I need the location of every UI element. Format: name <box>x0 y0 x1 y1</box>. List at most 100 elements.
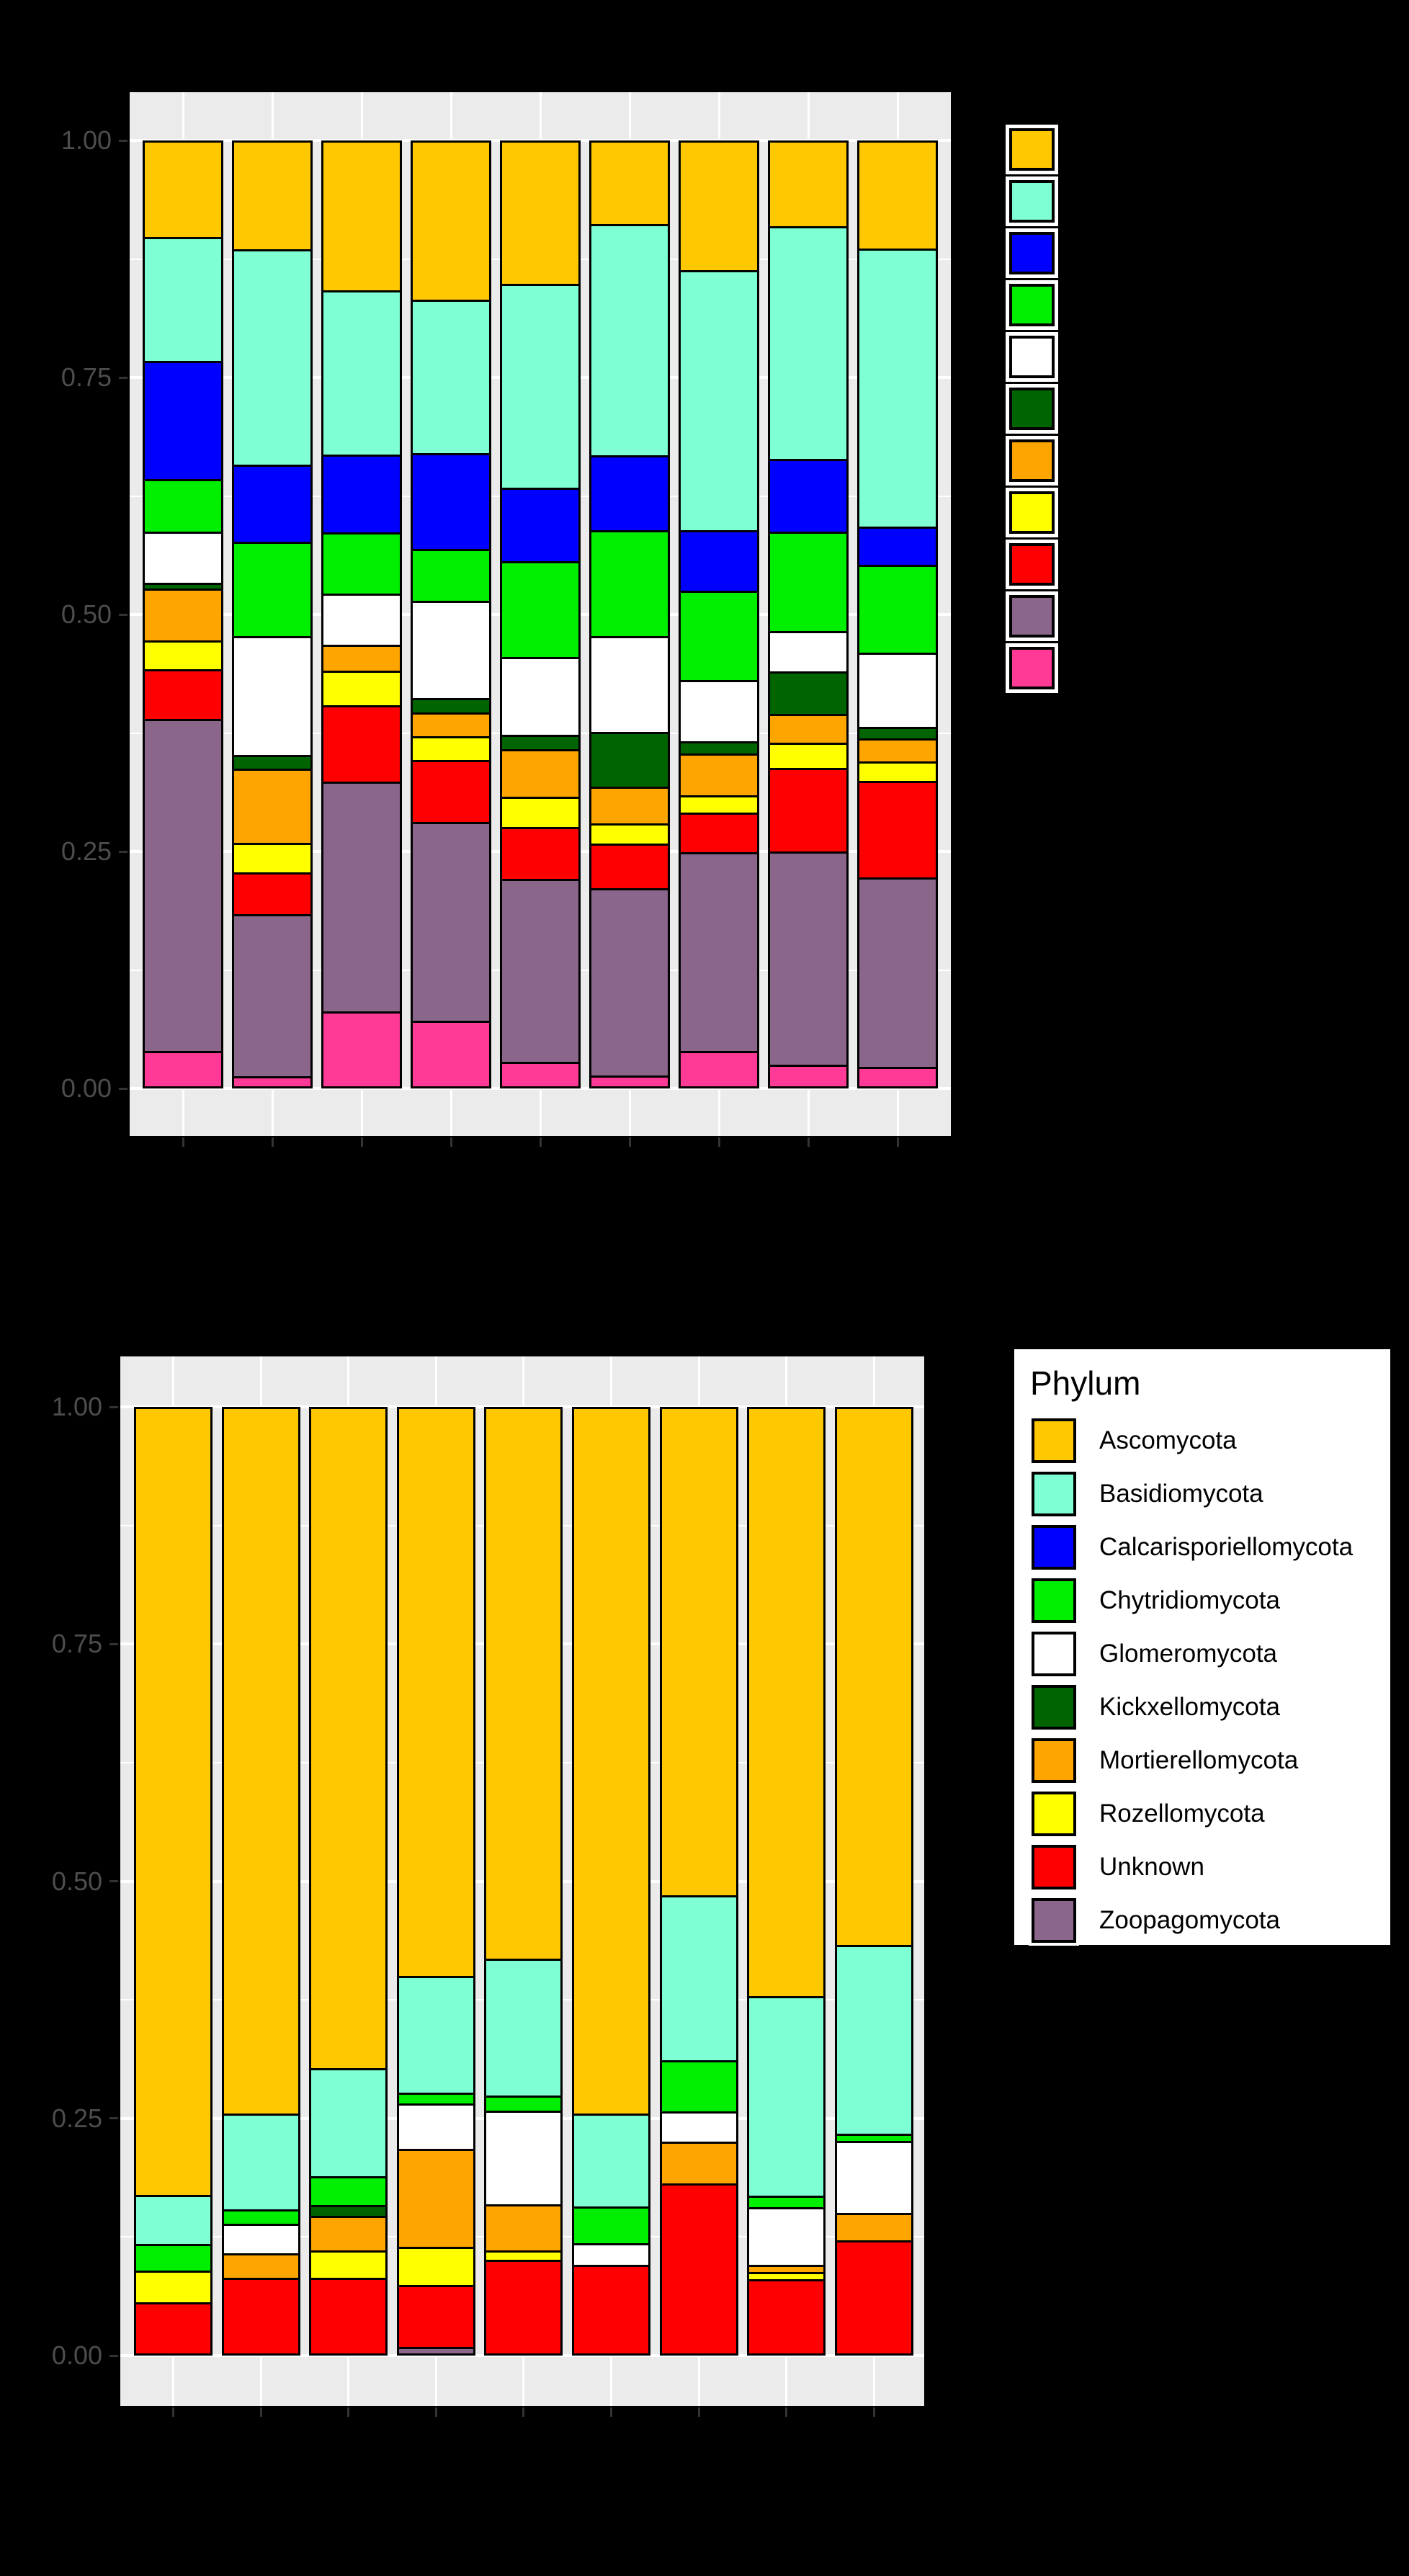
legend-key-Unknown <box>1029 1842 1079 1892</box>
stacked-bar <box>679 140 759 1088</box>
bar-segment-Zoopagomycota <box>413 824 489 1023</box>
legend-label: Glomeromycota <box>1099 1640 1278 1668</box>
y-major-gridline <box>120 2354 924 2357</box>
legend-label: Mortierellomycota <box>1099 1746 1299 1774</box>
bar-segment-Basidiomycota <box>836 1946 911 2137</box>
x-axis-tick <box>628 1137 631 1147</box>
bar-segment-Chytridiomycota <box>859 566 936 655</box>
legend-item-Zoopagomycota: Zoopagomycota <box>1029 1895 1390 1946</box>
x-axis-tick <box>697 2407 700 2417</box>
bar-segment-Mortierellomycota <box>591 789 668 826</box>
bar-segment-Mortierellomycota <box>486 2206 561 2253</box>
legend-key-Unlabeled-pink <box>1006 643 1058 693</box>
bar-segment-Basidiomycota <box>413 301 489 455</box>
bar-segment-Rozellomycota <box>323 673 400 708</box>
x-axis-tick <box>347 2407 350 2417</box>
stacked-bar <box>411 140 491 1088</box>
bar-segment-Ascomycota <box>681 143 757 272</box>
chytridiomycota-swatch <box>1032 1578 1076 1623</box>
legend-item-Basidiomycota: Basidiomycota <box>1029 1469 1390 1519</box>
stacked-bar <box>221 1407 300 2356</box>
stacked-bar <box>500 140 581 1088</box>
bar-segment-Chytridiomycota <box>136 2246 210 2273</box>
bar-segment-Basidiomycota <box>398 1977 473 2095</box>
bar-segment-Ascomycota <box>661 1409 736 1898</box>
legend-key-Chytridiomycota <box>1029 1575 1079 1626</box>
bar-segment-Rozellomycota <box>859 763 936 784</box>
legend-item-Glomeromycota: Glomeromycota <box>1029 1629 1390 1679</box>
x-axis-tick <box>182 1137 184 1147</box>
bar-segment-Unlabeled-pink <box>591 1078 668 1086</box>
bar-segment-Basidiomycota <box>574 2116 648 2209</box>
bar-segment-Unknown <box>591 846 668 891</box>
bar-segment-Ascomycota <box>574 1409 648 2116</box>
bar-segment-Unknown <box>413 761 489 825</box>
stacked-bar <box>232 140 313 1088</box>
x-axis-tick <box>717 1137 720 1147</box>
y-axis-label: 1.00 <box>61 125 112 155</box>
bar-segment-Basidiomycota <box>234 251 310 468</box>
kickxellomycota-swatch <box>1032 1685 1076 1730</box>
bar-segment-Mortierellomycota <box>661 2144 736 2186</box>
y-axis-tick <box>119 376 128 379</box>
bar-segment-Glomeromycota <box>661 2114 736 2145</box>
bar-segment-Glomeromycota <box>323 596 400 648</box>
bar-segment-Chytridiomycota <box>591 532 668 638</box>
bar-segment-Basidiomycota <box>661 1897 736 2062</box>
legend-key-Glomeromycota <box>1029 1629 1079 1679</box>
bar-segment-Chytridiomycota <box>323 535 400 596</box>
bar-segment-Ascomycota <box>398 1409 473 1978</box>
bar-segment-Mortierellomycota <box>502 751 578 799</box>
bar-segment-Basidiomycota <box>136 2197 210 2247</box>
bar-segment-Zoopagomycota <box>681 854 757 1053</box>
bar-segment-Kickxellomycota <box>770 673 846 717</box>
top-chart-panel <box>130 92 951 1136</box>
legend-key-Calcarisporiellomycota <box>1006 228 1058 278</box>
stacked-bar <box>321 140 402 1088</box>
bar-segment-Glomeromycota <box>681 682 757 744</box>
bar-segment-Unlabeled-pink <box>681 1052 757 1087</box>
bar-segment-Rozellomycota <box>136 2272 210 2305</box>
y-axis-tick <box>109 2354 118 2357</box>
legend-label: Kickxellomycota <box>1099 1693 1280 1721</box>
rozellomycota-swatch <box>1009 491 1055 534</box>
bar-segment-Chytridiomycota <box>234 543 310 638</box>
bar-segment-Calcarisporiellomycota <box>145 362 221 481</box>
bar-segment-Kickxellomycota <box>311 2207 386 2218</box>
bar-segment-Zoopagomycota <box>859 879 936 1069</box>
legend-item-Chytridiomycota: Chytridiomycota <box>1029 1575 1390 1626</box>
bar-segment-Chytridiomycota <box>770 533 846 634</box>
bar-segment-Ascomycota <box>136 1409 210 2198</box>
bar-segment-Glomeromycota <box>223 2225 298 2255</box>
y-axis-tick <box>109 1405 118 1408</box>
stacked-bar <box>134 1407 213 2356</box>
x-axis-tick <box>259 2407 262 2417</box>
ascomycota-swatch <box>1009 128 1055 171</box>
bar-segment-Unknown <box>145 671 221 721</box>
bar-segment-Mortierellomycota <box>223 2255 298 2280</box>
bar-segment-Unknown <box>681 814 757 855</box>
bar-segment-Rozellomycota <box>681 797 757 815</box>
bar-segment-Rozellomycota <box>398 2248 473 2288</box>
bar-segment-Basidiomycota <box>323 292 400 457</box>
bar-segment-Mortierellomycota <box>311 2217 386 2253</box>
bar-segment-Unlabeled-pink <box>770 1067 846 1087</box>
bar-segment-Calcarisporiellomycota <box>770 461 846 534</box>
glomeromycota-swatch <box>1032 1632 1076 1676</box>
bar-segment-Unlabeled-pink <box>413 1022 489 1086</box>
y-axis-tick <box>109 2117 118 2120</box>
legend-key-Calcarisporiellomycota <box>1029 1522 1079 1573</box>
unknown-swatch <box>1009 543 1055 586</box>
bar-segment-Ascomycota <box>223 1409 298 2116</box>
legend-label: Unknown <box>1099 1853 1204 1881</box>
kickxellomycota-swatch <box>1009 388 1055 430</box>
bar-segment-Unlabeled-pink <box>859 1068 936 1086</box>
y-axis-tick <box>119 613 128 616</box>
calcarisporiellomycota-swatch <box>1009 232 1055 274</box>
bar-segment-Glomeromycota <box>234 638 310 758</box>
bar-segment-Unknown <box>311 2279 386 2353</box>
bar-segment-Kickxellomycota <box>859 728 936 741</box>
bar-segment-Glomeromycota <box>398 2106 473 2151</box>
bar-segment-Unknown <box>398 2287 473 2349</box>
